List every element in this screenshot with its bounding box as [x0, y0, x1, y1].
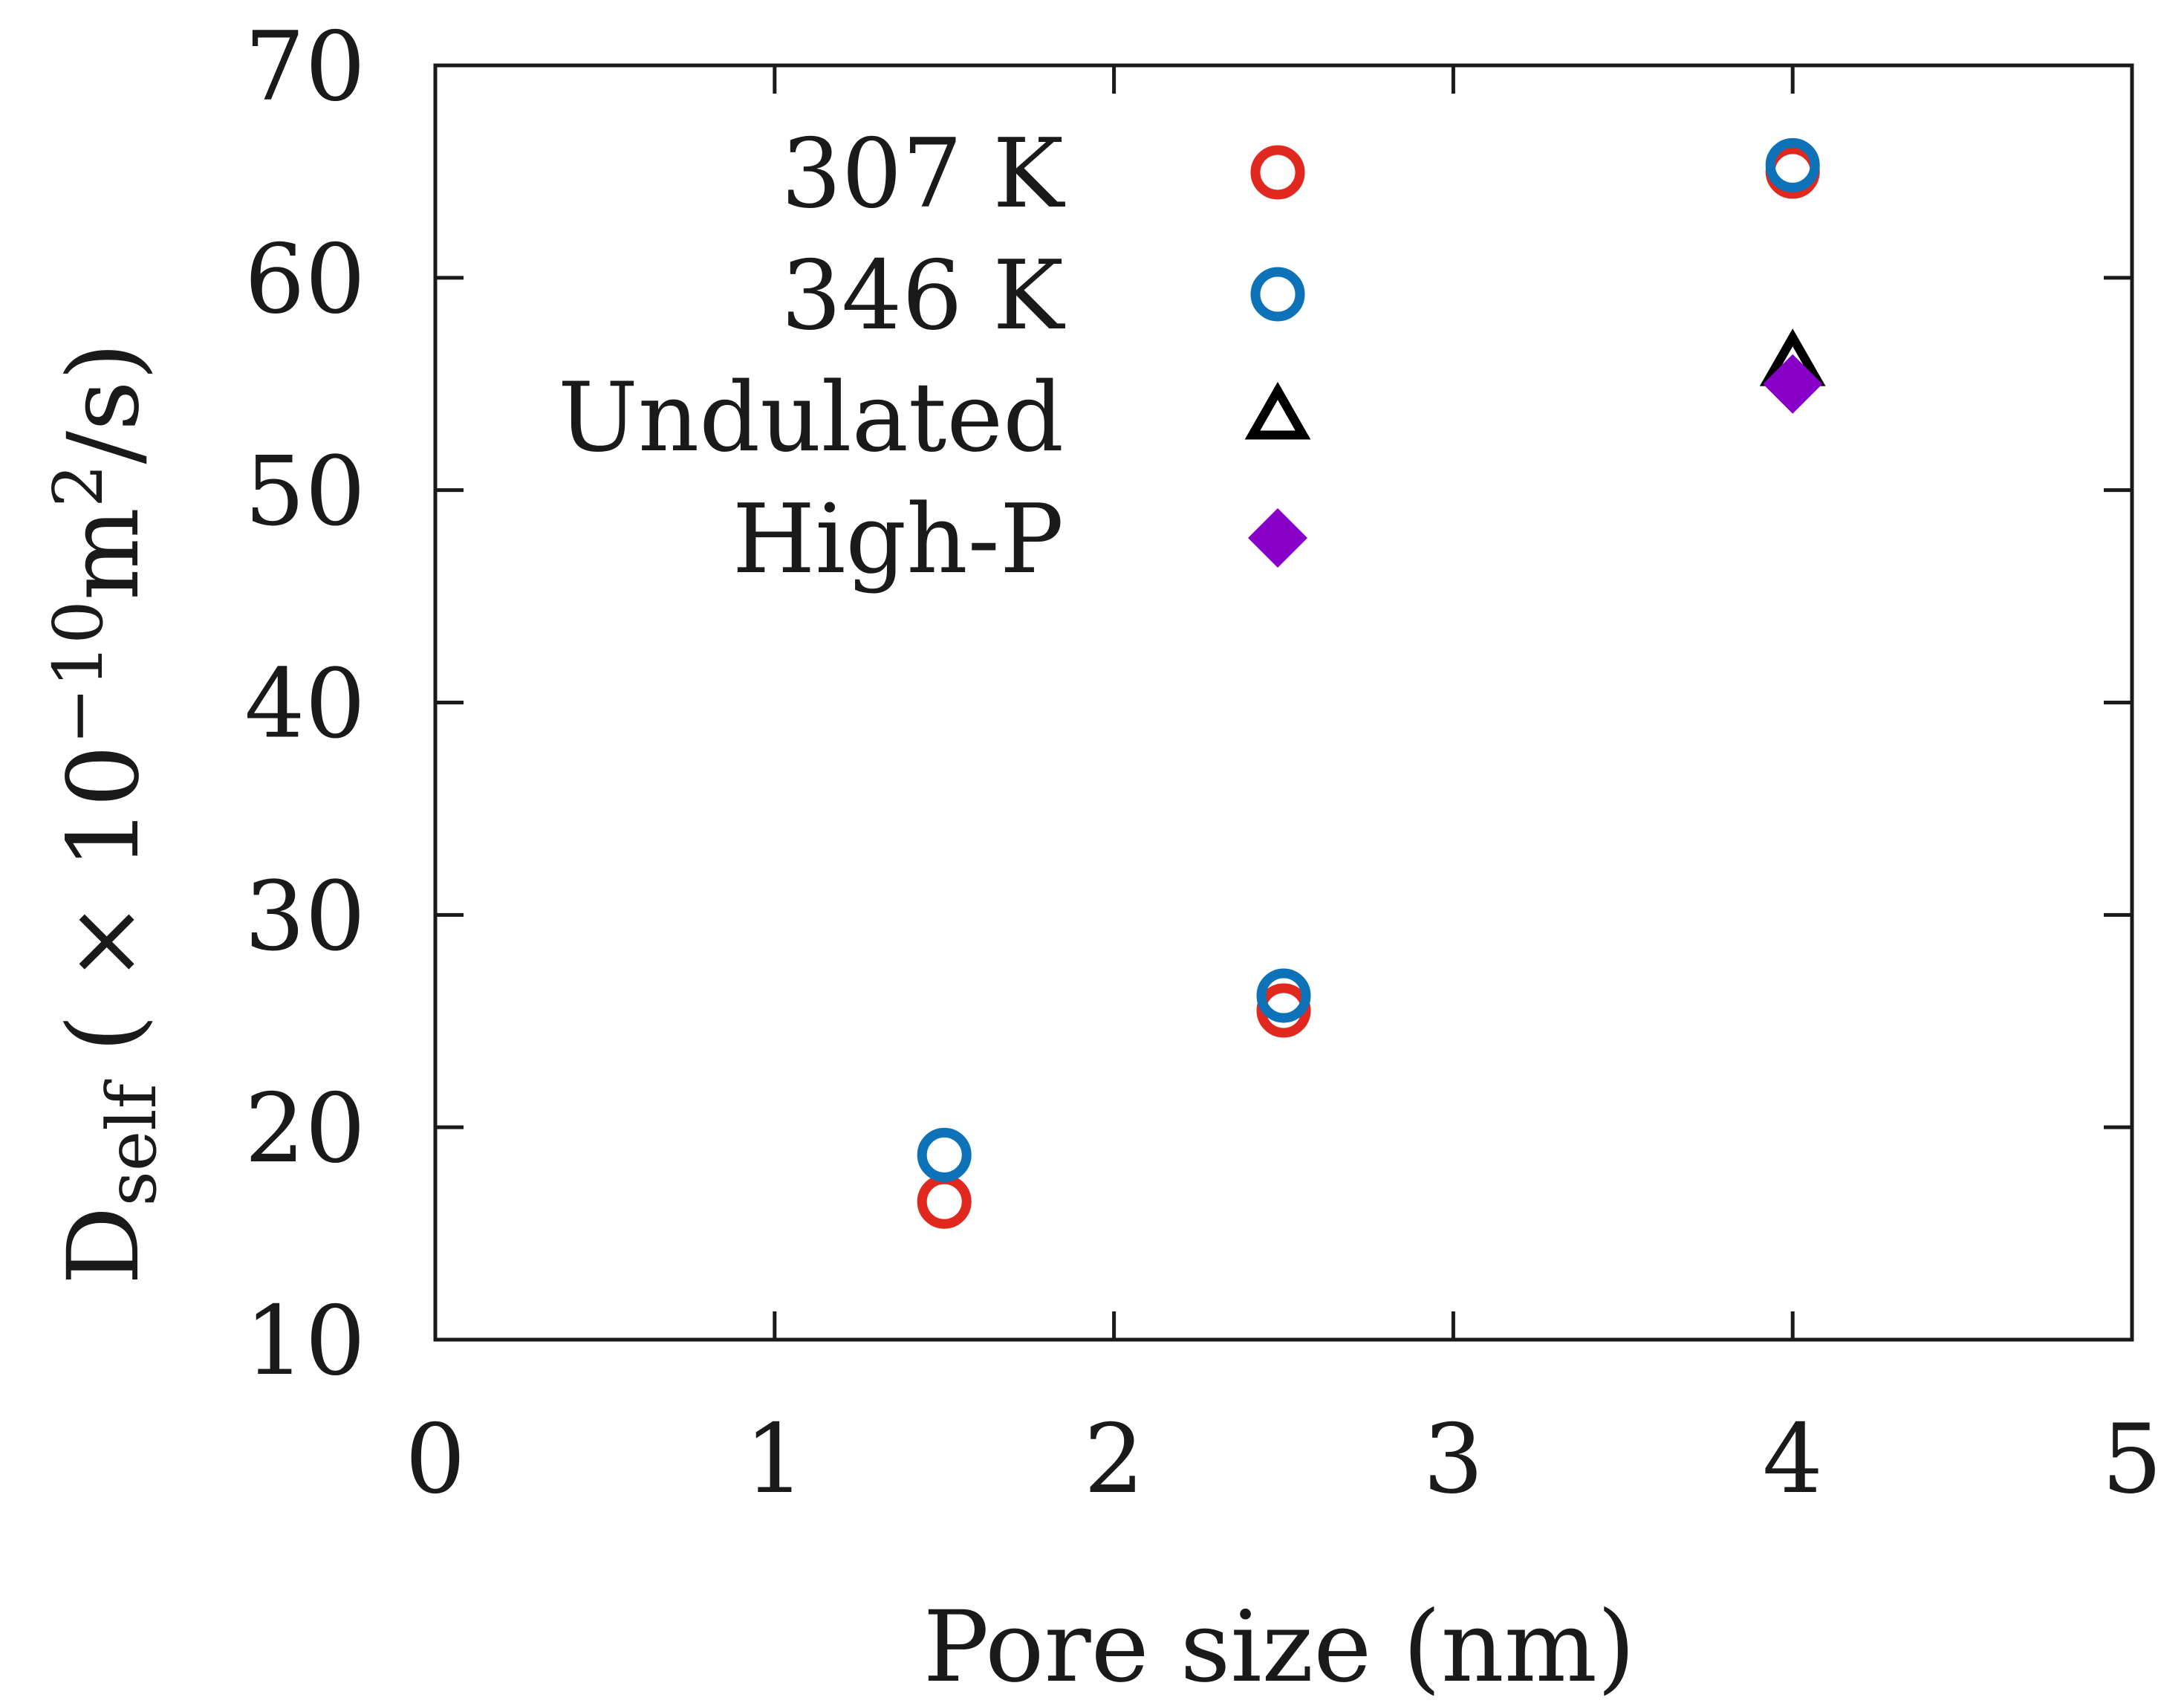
- legend-marker-undulated: [1244, 381, 1311, 440]
- y-tick-label: 60: [244, 224, 365, 335]
- y-axis-label-unit: m: [47, 507, 161, 600]
- data-point-346-k: [1256, 968, 1311, 1023]
- x-axis-label: Pore size (nm): [923, 1590, 1636, 1703]
- legend-label-undulated: Undulated: [558, 363, 1064, 473]
- data-point-346-k: [1765, 137, 1820, 192]
- legend-label-307-k: 307 K: [781, 119, 1065, 230]
- y-axis-label-unit-exponent: 2: [39, 464, 118, 507]
- y-tick-label: 40: [244, 649, 365, 760]
- y-tick-label: 10: [244, 1286, 365, 1397]
- y-axis-label-prefix: ( × 10: [47, 745, 161, 1083]
- axis-tick-labels: 0 1 2 3 4 5 10 20 30 40 50 60 70: [244, 12, 2162, 1515]
- y-tick-label: 70: [244, 12, 365, 123]
- x-tick-label: 5: [2102, 1404, 2162, 1515]
- legend-marker-high-p: [1248, 508, 1307, 568]
- x-tick-label: 1: [744, 1404, 805, 1515]
- x-tick-label: 3: [1423, 1404, 1483, 1515]
- x-tick-label: 2: [1084, 1404, 1144, 1515]
- legend-label-high-p: High-P: [732, 484, 1064, 595]
- legend-marker-346-k: [1250, 267, 1305, 322]
- y-tick-label: 30: [244, 861, 365, 972]
- y-axis-label-suffix: /s): [47, 343, 161, 464]
- y-tick-label: 50: [244, 437, 365, 548]
- axis-ticks: [433, 63, 2134, 1342]
- x-tick-label: 0: [405, 1404, 465, 1515]
- data-markers: [917, 137, 1826, 1229]
- y-axis-label: Dself ( × 10−10m2/s): [39, 343, 172, 1285]
- legend-label-346-k: 346 K: [781, 241, 1065, 351]
- legend-marker-307-k: [1250, 145, 1305, 200]
- data-point-346-k: [917, 1127, 972, 1182]
- data-point-high-p: [1763, 354, 1823, 414]
- y-tick-label: 20: [244, 1074, 365, 1184]
- y-axis-label-subscript: self: [92, 1079, 172, 1206]
- y-axis-label-exponent: −10: [39, 600, 118, 745]
- x-tick-label: 4: [1762, 1404, 1822, 1515]
- y-axis-label-base: D: [47, 1206, 161, 1285]
